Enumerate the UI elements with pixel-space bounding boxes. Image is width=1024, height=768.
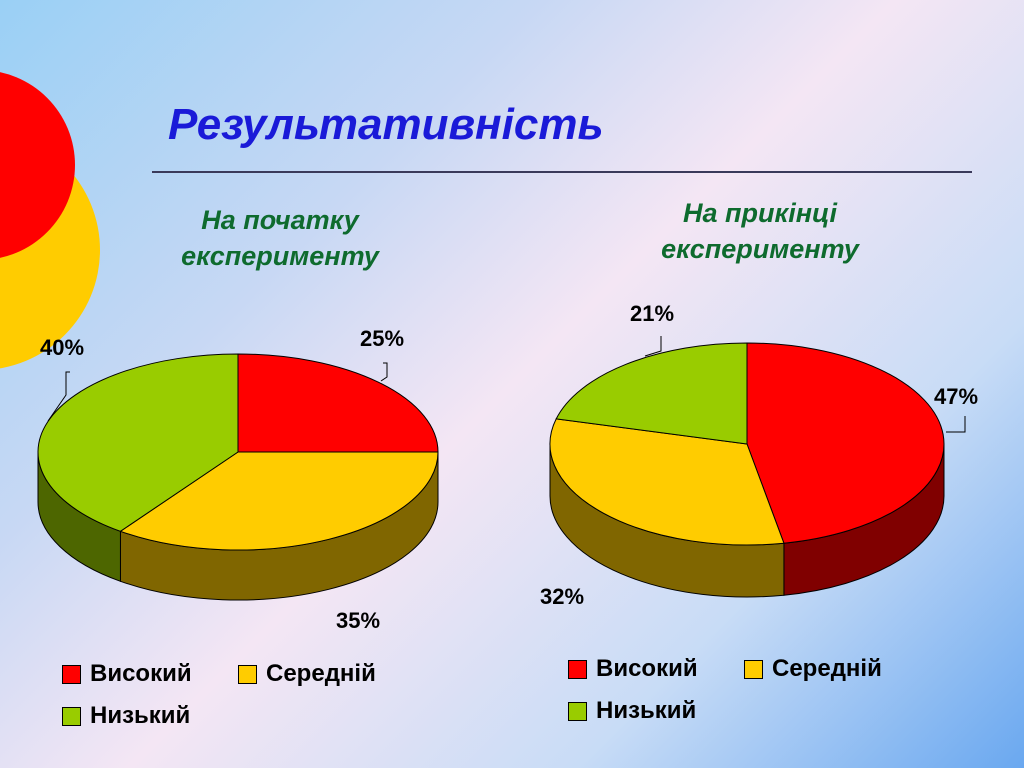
legend-label-medium: Середній bbox=[266, 660, 376, 687]
data-label-low: 21% bbox=[630, 301, 674, 326]
legend-swatch-medium bbox=[238, 664, 257, 684]
pie-top bbox=[37, 353, 439, 551]
legend-swatch-medium bbox=[744, 659, 763, 679]
legend-label-high: Високий bbox=[90, 660, 192, 687]
legend-swatch-low bbox=[568, 701, 587, 721]
legend-item-medium: Середній bbox=[744, 655, 882, 683]
data-label-medium: 35% bbox=[336, 608, 380, 633]
chart-title-start: На початку експерименту bbox=[181, 205, 379, 271]
legend-label-low: Низький bbox=[90, 702, 191, 729]
legend-label-high: Високий bbox=[596, 655, 698, 682]
leader-line-high bbox=[380, 362, 388, 382]
red-circle-decoration bbox=[0, 72, 75, 258]
pie-slice-medium bbox=[549, 418, 785, 546]
leader-line-low bbox=[644, 336, 662, 357]
legend-swatch-low bbox=[62, 706, 81, 726]
pie-slice-high bbox=[237, 353, 439, 453]
legend-swatch-high bbox=[568, 659, 587, 679]
data-label-high: 47% bbox=[934, 384, 978, 409]
pie-top bbox=[549, 342, 945, 546]
pie-slice-high bbox=[746, 342, 945, 544]
title-divider bbox=[152, 171, 972, 173]
data-label-high: 25% bbox=[360, 326, 404, 351]
legend-label-low: Низький bbox=[596, 697, 697, 724]
leader-line-high bbox=[946, 416, 966, 433]
leader-line-low bbox=[47, 371, 70, 422]
data-label-low: 40% bbox=[40, 335, 84, 360]
legend-item-high: Високий bbox=[62, 660, 192, 688]
chart-title-end: На прикінці експерименту bbox=[661, 198, 859, 264]
data-label-medium: 32% bbox=[540, 584, 584, 609]
legend-item-low: Низький bbox=[62, 702, 190, 730]
legend-swatch-high bbox=[62, 664, 81, 684]
legend-item-high: Високий bbox=[568, 655, 698, 683]
pie-slice-low bbox=[555, 342, 748, 445]
pie-slice-low bbox=[37, 353, 239, 532]
page-title: Результативність bbox=[168, 100, 604, 149]
legend-item-low: Низький bbox=[568, 697, 696, 725]
legend-item-medium: Середній bbox=[238, 660, 376, 688]
legend-label-medium: Середній bbox=[772, 655, 882, 682]
pie-slice-medium bbox=[119, 451, 439, 551]
